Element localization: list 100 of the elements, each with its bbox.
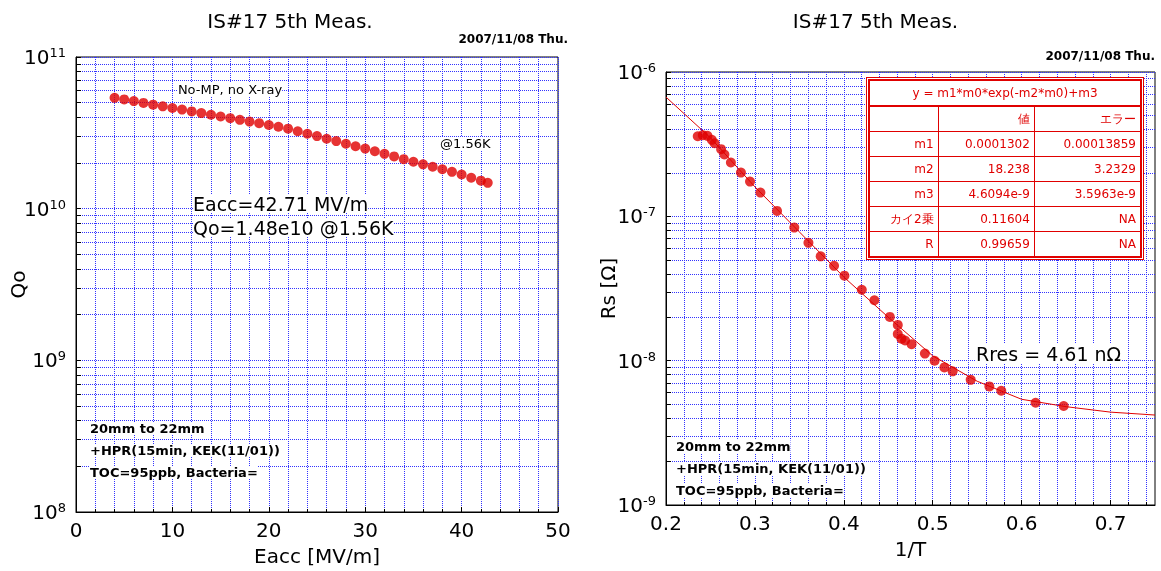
point (815, 251, 826, 262)
point (906, 339, 917, 350)
annotation: NA (1034, 231, 1141, 257)
point (1058, 401, 1069, 412)
point (109, 92, 120, 103)
annotation: TOC=95ppb, Bacteria= (676, 483, 844, 498)
point (418, 159, 429, 170)
annotation: R (869, 231, 939, 257)
point (138, 97, 149, 108)
point (939, 362, 950, 373)
point (148, 99, 159, 110)
point (892, 319, 903, 330)
annotation: 3.5963e-9 (1034, 181, 1141, 207)
point (321, 133, 332, 144)
x-tick-label: 20 (256, 518, 282, 542)
annotation: No-MP, no X-ray (177, 82, 283, 97)
point (369, 146, 380, 157)
point (437, 164, 448, 175)
point (996, 385, 1007, 396)
x-tick-label: 10 (159, 518, 186, 542)
point (379, 148, 390, 159)
point (929, 355, 940, 366)
point (167, 103, 178, 113)
annotation: 0.0001302 (938, 131, 1035, 157)
point (829, 260, 840, 271)
annotation: カイ2乗 (869, 206, 939, 232)
annotation: 値 (938, 106, 1035, 132)
point (331, 136, 342, 147)
y-tick-label: 10$^{-8}$ (617, 348, 656, 373)
y-tick-label: 10$^{8}$ (32, 499, 66, 524)
annotation: +HPR(15min, KEK(11/01)) (676, 461, 866, 476)
point (884, 311, 895, 322)
x-tick-label: 50 (545, 518, 571, 542)
x-tick-label: 30 (352, 518, 378, 542)
point (735, 167, 746, 178)
y-tick-label: 10$^{-6}$ (617, 59, 656, 84)
x-tick-label: 0 (69, 518, 83, 542)
point (302, 128, 313, 139)
y-tick-label: 10$^{9}$ (32, 348, 66, 373)
point (360, 143, 371, 154)
point (244, 116, 255, 127)
text: y = m1*m0*exp(-m2*m0)+m3 (869, 80, 1141, 106)
annotation: m1 (869, 131, 939, 157)
text: 2007/11/08 Thu. (1045, 49, 1156, 63)
annotation: 18.238 (938, 156, 1035, 182)
annotation: 3.2329 (1034, 156, 1141, 182)
point (196, 108, 207, 119)
x-tick-label: 0.3 (739, 511, 771, 535)
annotation: m2 (869, 156, 939, 182)
point (119, 94, 130, 105)
point (273, 121, 284, 132)
x-tick-label: 40 (448, 518, 475, 542)
point (215, 111, 226, 122)
point (186, 106, 197, 117)
point (350, 141, 361, 152)
point (984, 381, 995, 392)
point (947, 366, 958, 377)
y-axis-title: Rs [Ω] (596, 257, 620, 320)
x-tick-label: 0.6 (1005, 511, 1038, 535)
annotation: Eacc=42.71 MV/m (193, 192, 369, 215)
chart-title: IS#17 5th Meas. (207, 9, 373, 33)
point (1030, 397, 1041, 408)
annotation: m3 (869, 181, 939, 207)
point (408, 156, 419, 167)
point (446, 166, 457, 177)
y-axis-title: Qo (6, 270, 30, 299)
point (919, 348, 930, 359)
point (177, 104, 188, 115)
point (965, 374, 976, 385)
point (427, 161, 438, 172)
point (292, 126, 303, 137)
annotation: エラー (1034, 106, 1141, 132)
point (869, 295, 880, 306)
x-axis-title: 1/T (894, 537, 928, 561)
x-tick-label: 0.4 (827, 511, 860, 535)
annotation: Rres = 4.61 nΩ (976, 342, 1122, 365)
annotation: 0.11604 (938, 206, 1035, 232)
point (254, 118, 265, 129)
annotation: Qo=1.48e10 @1.56K (193, 216, 395, 239)
point (456, 169, 467, 180)
annotation: 0.00013859 (1034, 131, 1141, 157)
point (789, 222, 800, 233)
point (340, 138, 351, 149)
point (128, 96, 139, 107)
point (839, 270, 850, 281)
point (283, 123, 294, 134)
annotation: 20mm to 22mm (90, 421, 205, 436)
annotation: NA (1034, 206, 1141, 232)
annotation: @1.56K (440, 136, 491, 151)
point (466, 172, 477, 183)
point (263, 120, 274, 131)
point (803, 237, 814, 248)
chart-title: IS#17 5th Meas. (792, 9, 959, 33)
point (709, 138, 720, 149)
x-tick-label: 0.7 (1094, 511, 1127, 535)
point (482, 177, 493, 188)
text: 2007/11/08 Thu. (458, 32, 569, 46)
point (856, 284, 867, 295)
point (745, 176, 756, 187)
point (225, 113, 236, 124)
